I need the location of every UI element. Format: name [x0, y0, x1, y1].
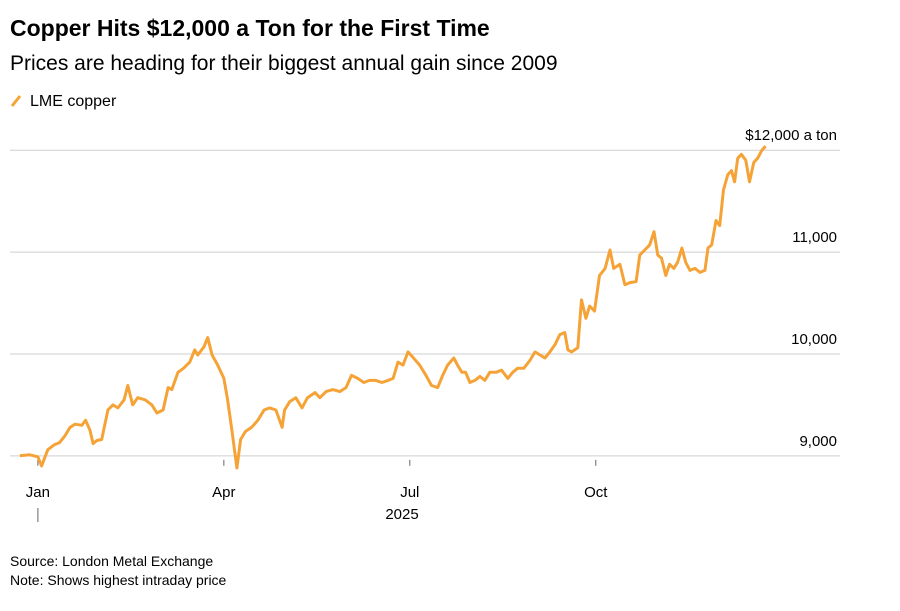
price-line	[19, 145, 767, 470]
note: Note: Shows highest intraday price	[10, 572, 227, 588]
source: Source: London Metal Exchange	[10, 553, 213, 569]
x-tick-label: Oct	[584, 484, 608, 501]
chart-subtitle: Prices are heading for their biggest ann…	[10, 52, 558, 75]
x-tick-label: Apr	[212, 484, 235, 501]
x-tick-label: Jul	[400, 484, 419, 501]
y-tick-label: $12,000 a ton	[745, 127, 837, 144]
legend-swatch	[10, 95, 22, 107]
legend-label: LME copper	[30, 93, 117, 110]
x-tick-label: Jan	[26, 484, 50, 501]
y-tick-label: 9,000	[799, 433, 837, 450]
chart-title: Copper Hits $12,000 a Ton for the First …	[10, 15, 490, 41]
y-tick-label: 11,000	[792, 229, 837, 246]
y-tick-label: 10,000	[791, 331, 837, 348]
x-axis-label: 2025	[385, 506, 418, 523]
